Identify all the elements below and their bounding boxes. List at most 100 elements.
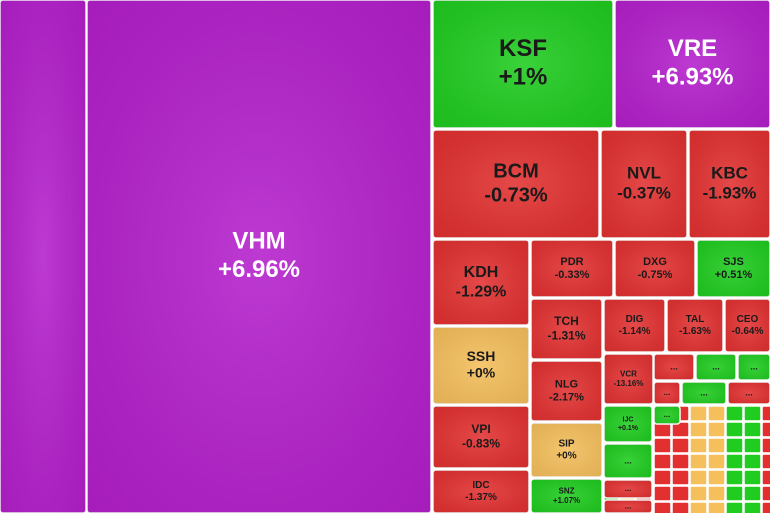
change-label: -0.73% — [484, 184, 548, 206]
ticker: SIP — [558, 439, 574, 450]
change-label: -1.29% — [456, 283, 507, 300]
micro-tile — [725, 469, 744, 486]
change-label: -0.33% — [555, 269, 590, 281]
micro-tile — [707, 405, 726, 422]
micro-tile — [689, 437, 708, 454]
change-label: +0.51% — [715, 269, 753, 281]
micro-tile — [707, 469, 726, 486]
ticker: VHM — [232, 227, 285, 254]
micro-tile — [761, 501, 770, 513]
micro-tile — [653, 469, 672, 486]
micro-tile — [707, 453, 726, 470]
ticker: VPI — [471, 422, 490, 436]
ticker: VRE — [668, 35, 717, 62]
change-label: -1.14% — [619, 326, 651, 337]
micro-tile — [671, 453, 690, 470]
ticker: ... — [745, 387, 753, 397]
ticker: DIG — [626, 314, 644, 325]
change-label: -0.83% — [462, 436, 500, 450]
micro-tile — [725, 405, 744, 422]
tile — [603, 405, 653, 443]
micro-tile — [653, 437, 672, 454]
micro-tile — [761, 421, 770, 438]
change-label: -0.75% — [638, 269, 673, 281]
change-label: -1.37% — [465, 492, 497, 503]
change-label: +1.07% — [553, 496, 580, 505]
change-label: -0.37% — [617, 184, 671, 203]
micro-tile — [707, 501, 726, 513]
micro-tile — [743, 485, 762, 502]
change-label: -13.16% — [614, 379, 644, 388]
ticker: IJC — [623, 417, 634, 424]
change-label: -0.64% — [732, 326, 764, 337]
micro-tile — [761, 437, 770, 454]
micro-tile — [761, 453, 770, 470]
micro-tile — [653, 501, 672, 513]
micro-tile — [689, 485, 708, 502]
ticker: KSF — [499, 35, 547, 62]
ticker: TCH — [554, 314, 579, 328]
ticker: ... — [625, 484, 632, 493]
change-label: -1.63% — [679, 326, 711, 337]
ticker: BCM — [493, 160, 539, 182]
micro-tile — [761, 405, 770, 422]
ticker: ... — [700, 387, 708, 397]
micro-tile — [761, 485, 770, 502]
ticker: SJS — [723, 256, 744, 268]
micro-tile — [689, 405, 708, 422]
micro-tile — [707, 485, 726, 502]
ticker: ... — [712, 361, 720, 371]
tile — [0, 0, 87, 513]
micro-tile — [707, 437, 726, 454]
ticker: ... — [625, 502, 632, 511]
micro-tile — [761, 469, 770, 486]
micro-tile — [689, 453, 708, 470]
micro-tile — [671, 501, 690, 513]
ticker: DXG — [643, 256, 667, 268]
ticker: SNZ — [559, 486, 575, 495]
micro-tile — [671, 485, 690, 502]
micro-tile — [671, 469, 690, 486]
micro-tile — [653, 453, 672, 470]
ticker: ... — [664, 410, 671, 419]
micro-tile — [743, 421, 762, 438]
micro-tile — [689, 469, 708, 486]
ticker: KDH — [464, 264, 499, 281]
change-label: -2.17% — [549, 392, 584, 404]
ticker: CEO — [737, 314, 759, 325]
micro-tile — [743, 405, 762, 422]
micro-tile — [725, 453, 744, 470]
micro-tile — [689, 501, 708, 513]
ticker: IDC — [472, 480, 489, 491]
micro-tile — [725, 485, 744, 502]
change-label: +6.96% — [218, 256, 300, 283]
change-label: -1.93% — [703, 184, 757, 203]
ticker: PDR — [560, 256, 583, 268]
change-label: +1% — [499, 64, 548, 91]
micro-tile — [743, 501, 762, 513]
micro-tile — [743, 437, 762, 454]
micro-tile — [707, 421, 726, 438]
change-label: +0.1% — [618, 425, 639, 432]
ticker: NLG — [555, 378, 578, 390]
micro-tile — [743, 453, 762, 470]
ticker: VCR — [620, 369, 637, 378]
ticker: NVL — [627, 163, 661, 182]
change-label: +6.93% — [651, 64, 733, 91]
change-label: -1.31% — [547, 328, 585, 342]
micro-tile — [725, 501, 744, 513]
micro-tile — [653, 485, 672, 502]
ticker: ... — [664, 388, 671, 397]
change-label: +0% — [467, 365, 496, 381]
micro-tile — [671, 437, 690, 454]
change-label: +0% — [556, 451, 576, 462]
micro-tile — [689, 421, 708, 438]
micro-tile — [743, 469, 762, 486]
ticker: KBC — [711, 163, 748, 182]
ticker: TAL — [686, 314, 705, 325]
micro-tile — [725, 421, 744, 438]
ticker: ... — [750, 361, 758, 371]
ticker: ... — [624, 455, 632, 465]
